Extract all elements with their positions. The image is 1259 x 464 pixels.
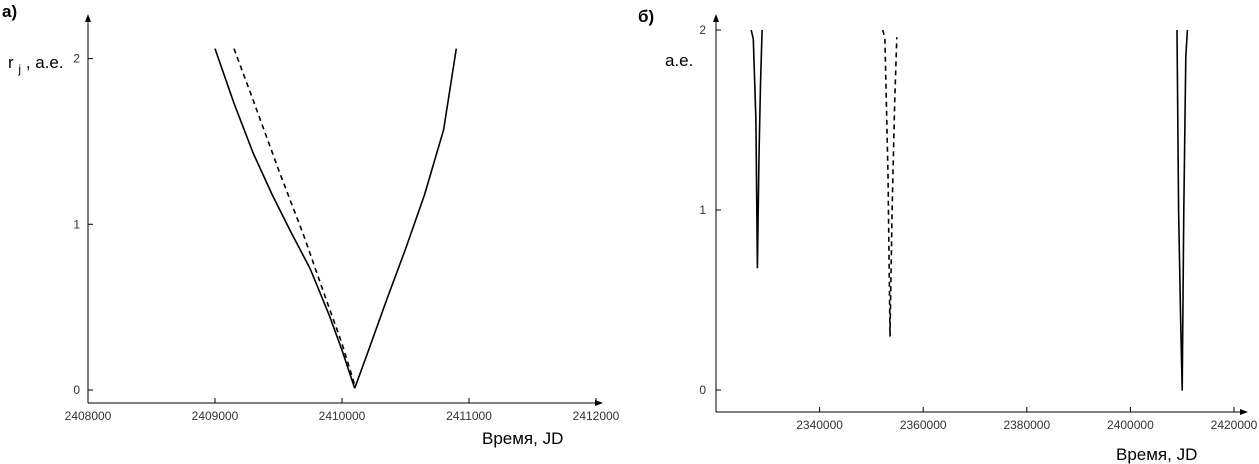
panel-b-y-axis-arrow: [713, 14, 719, 22]
panel-b-y-tick-label: 1: [699, 203, 706, 217]
panel-b-series-3-solid-line: [1176, 29, 1189, 391]
panel-a-y-axis-label: r j , а.е.: [8, 53, 64, 77]
panel-a-series-2-solid-line: [353, 48, 458, 389]
chart-panel-a: а) r j , а.е. 2408000 2409000 2410000 24110…: [2, 2, 620, 448]
panel-a-label: а): [2, 2, 17, 21]
panel-b-series-1-solid-line: [750, 29, 763, 269]
panel-b-x-tick-label: 2340000: [796, 418, 843, 432]
panel-b-y-axis-label: а.е.: [665, 51, 693, 70]
panel-b-x-tick-label: 2400000: [1107, 418, 1154, 432]
panel-a-x-axis-label: Время, JD: [482, 429, 563, 448]
panel-a-y-tick-label: 2: [73, 52, 80, 66]
panel-b-x-axis-label: Время, JD: [1116, 445, 1197, 464]
panel-a-y-axis-unit: , а.е.: [26, 53, 64, 72]
panel-a-y-axis-arrow: [85, 14, 91, 22]
panel-a-x-tick-label: 2411000: [446, 409, 492, 423]
panel-a-y-axis-symbol: r: [8, 53, 14, 72]
panel-b-x-tick-label: 2380000: [1003, 418, 1050, 432]
panel-a-y-tick-label: 1: [73, 217, 80, 231]
panel-a-x-tick-label: 2408000: [65, 409, 112, 423]
panel-a-x-axis-arrow: [595, 400, 603, 406]
panel-b-x-axis-arrow: [1240, 409, 1248, 415]
panel-a-series-1-solid-line: [214, 48, 356, 389]
panel-a-y-axis-subscript: j: [17, 62, 21, 76]
panel-b-x-tick-label: 2360000: [900, 418, 947, 432]
panel-b-y-tick-label: 0: [699, 383, 706, 397]
panel-a-series-3-dashed-line: [233, 48, 356, 386]
panel-a-x-tick-label: 2409000: [192, 409, 239, 423]
chart-panel-b: б) а.е. 2340000 2360000 2380000 2400000 2420…: [638, 7, 1258, 464]
panel-b-x-tick-label: 2420000: [1211, 418, 1258, 432]
panel-b-y-tick-label: 2: [699, 23, 706, 37]
panel-a-ticks: 2408000 2409000 2410000 2411000 2412000 0 1 2: [65, 52, 620, 423]
panel-a-curves: [214, 48, 458, 389]
panel-b-ticks: 2340000 2360000 2380000 2400000 2420000 0 1 2: [699, 23, 1257, 432]
panel-a-x-tick-label: 2410000: [319, 409, 366, 423]
panel-b-curves: [750, 29, 1189, 391]
panel-b-series-2-dashed-line: [882, 29, 898, 337]
panel-a-y-tick-label: 0: [73, 383, 80, 397]
panel-a-x-tick-label: 2412000: [573, 409, 620, 423]
panel-b-label: б): [638, 7, 654, 26]
